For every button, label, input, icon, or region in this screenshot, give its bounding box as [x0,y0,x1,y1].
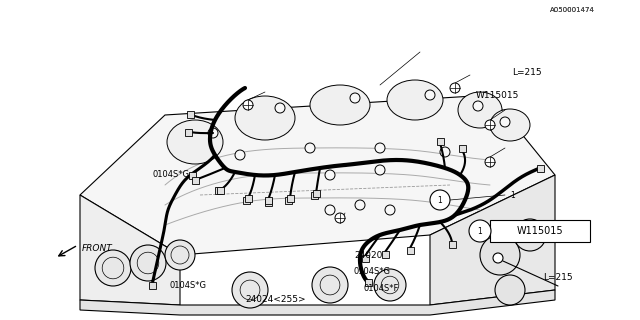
Bar [381,251,388,258]
Circle shape [312,267,348,303]
Circle shape [275,103,285,113]
Text: 1: 1 [510,190,515,199]
Circle shape [430,190,450,210]
Circle shape [493,253,503,263]
Circle shape [473,101,483,111]
Bar [458,145,465,151]
Text: 0104S*G: 0104S*G [152,170,189,179]
Circle shape [440,147,450,157]
Bar [148,282,156,289]
Bar [191,177,198,183]
Polygon shape [80,95,555,255]
Circle shape [425,90,435,100]
Bar [264,198,271,205]
Bar [214,187,221,194]
Bar [244,195,252,202]
Circle shape [374,269,406,301]
Bar [216,187,223,194]
Circle shape [243,100,253,110]
Ellipse shape [167,120,223,164]
Circle shape [325,205,335,215]
Circle shape [480,235,520,275]
Text: 0104S*F: 0104S*F [364,284,399,293]
Circle shape [495,275,525,305]
Circle shape [350,93,360,103]
Bar [436,138,444,145]
Circle shape [450,83,460,93]
Text: 1: 1 [477,227,483,236]
Circle shape [325,170,335,180]
Bar [186,110,193,117]
Circle shape [335,213,345,223]
Ellipse shape [235,96,295,140]
Circle shape [500,117,510,127]
Polygon shape [80,195,180,305]
Circle shape [385,205,395,215]
Text: A050001474: A050001474 [550,7,595,12]
Text: L=215: L=215 [512,68,541,77]
Bar [264,196,271,204]
Text: 24024<255>: 24024<255> [245,295,305,304]
Bar [189,172,195,179]
Bar [490,220,590,242]
Bar [449,241,456,247]
Bar [310,191,317,198]
Bar [536,164,543,172]
Circle shape [305,143,315,153]
Text: 0104S*G: 0104S*G [354,267,391,276]
Text: 0104S*G: 0104S*G [170,281,207,290]
Circle shape [95,250,131,286]
Ellipse shape [458,92,502,128]
Text: FRONT: FRONT [82,244,113,252]
Polygon shape [430,175,555,305]
Circle shape [232,272,268,308]
Bar [243,196,250,204]
Circle shape [485,157,495,167]
Polygon shape [80,290,555,315]
Text: W115015: W115015 [476,91,519,100]
Circle shape [375,165,385,175]
Circle shape [485,120,495,130]
Text: L=215: L=215 [543,274,573,283]
Ellipse shape [387,80,443,120]
Circle shape [355,200,365,210]
Circle shape [130,245,166,281]
Bar [362,254,369,261]
Bar [184,129,191,135]
Text: W115015: W115015 [516,226,563,236]
Circle shape [208,128,218,138]
Circle shape [165,240,195,270]
Text: 1: 1 [438,196,442,204]
Circle shape [375,143,385,153]
Bar [365,278,371,285]
Bar [406,246,413,253]
Circle shape [235,150,245,160]
Bar [285,196,291,204]
Circle shape [514,219,546,251]
Bar [287,195,294,202]
Circle shape [469,220,491,242]
Ellipse shape [490,109,530,141]
Text: A050001474: A050001474 [550,7,595,12]
Ellipse shape [310,85,370,125]
Bar [312,189,319,196]
Text: 24020: 24020 [354,252,382,260]
